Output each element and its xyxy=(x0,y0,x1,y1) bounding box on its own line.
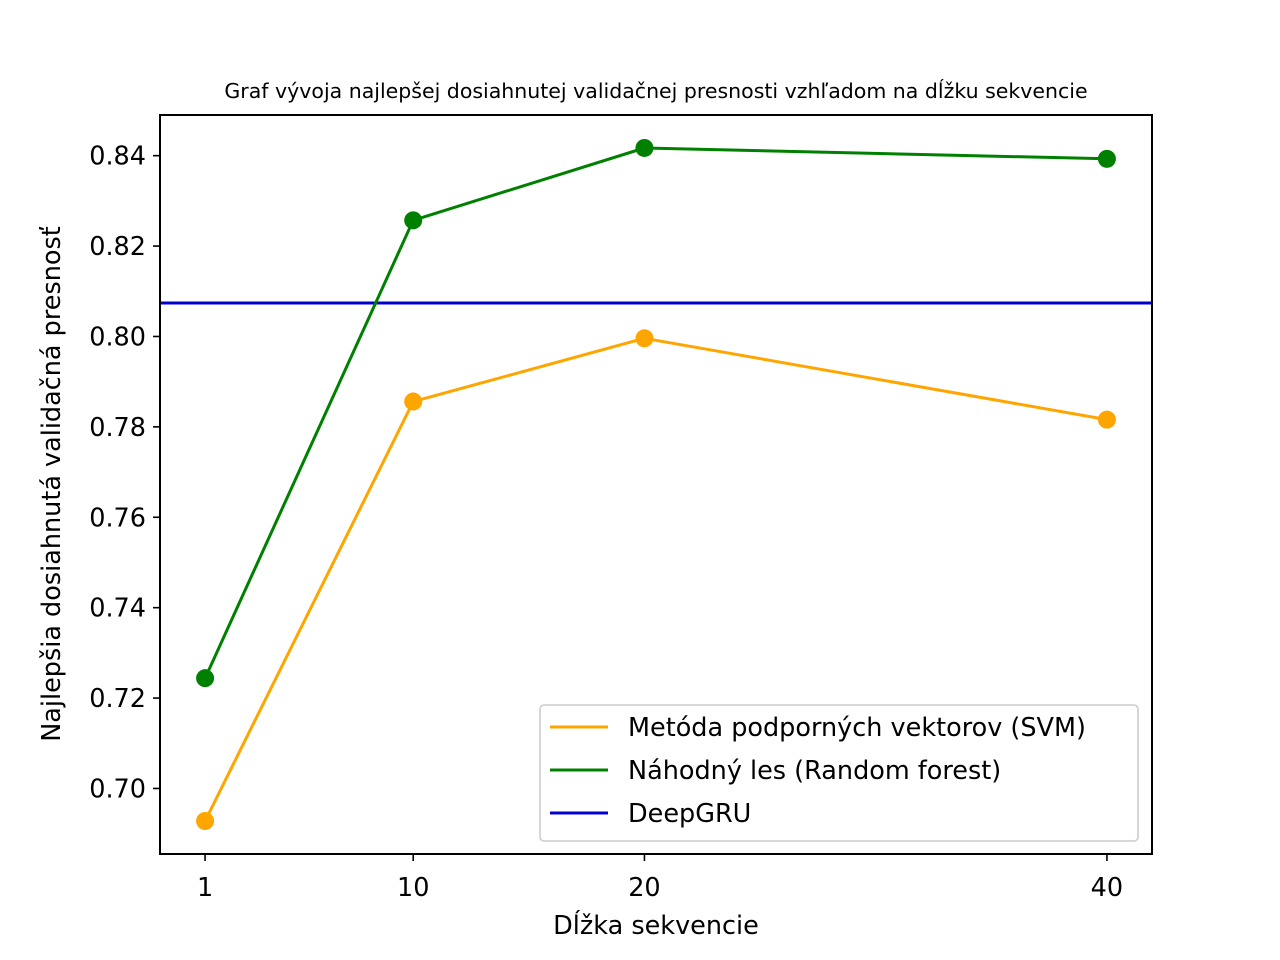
x-tick-label: 40 xyxy=(1091,873,1123,903)
data-point-series-2-1 xyxy=(196,669,215,688)
y-tick-label: 0.84 xyxy=(89,142,146,172)
plot-frame xyxy=(159,114,1153,855)
series-line-2 xyxy=(203,146,1107,679)
y-axis: 0.70 0.72 0.74 0.76 0.78 0.80 0.82 0.84 xyxy=(89,142,160,804)
y-tick-label: 0.72 xyxy=(89,684,146,714)
chart-title: Graf vývoja najlepšej dosiahnutej valida… xyxy=(224,78,1087,103)
y-tick-label: 0.78 xyxy=(89,413,146,443)
legend-label: Náhodný les (Random forest) xyxy=(628,756,1001,786)
x-axis-label: Dĺžka sekvencie xyxy=(553,911,759,941)
plot-area xyxy=(160,138,1152,831)
data-point-series-1-3 xyxy=(635,329,654,348)
x-tick-label: 10 xyxy=(397,873,429,903)
x-axis: 1 10 20 40 xyxy=(197,854,1123,903)
y-axis-label: Najlepšia dosiahnutá validačná presnosť xyxy=(37,226,67,742)
series-line-1 xyxy=(203,336,1108,822)
legend-box xyxy=(539,704,1139,842)
data-point-series-2-3 xyxy=(635,138,654,157)
legend-label: DeepGRU xyxy=(628,799,751,829)
legend: Metóda podporných vektorov (SVM) Náhodný … xyxy=(539,704,1139,842)
x-tick-label: 1 xyxy=(197,873,213,903)
y-tick-label: 0.82 xyxy=(89,232,146,262)
legend-label: Metóda podporných vektorov (SVM) xyxy=(628,713,1086,743)
data-point-series-2-4 xyxy=(1097,149,1116,168)
y-tick-label: 0.80 xyxy=(89,322,146,352)
data-point-series-1-2 xyxy=(404,392,423,411)
data-point-series-1-1 xyxy=(196,812,215,831)
y-tick-label: 0.74 xyxy=(89,594,146,624)
x-tick-label: 20 xyxy=(628,873,660,903)
data-point-series-2-2 xyxy=(404,211,423,230)
data-point-series-1-4 xyxy=(1097,410,1116,429)
y-tick-label: 0.70 xyxy=(89,774,146,804)
y-tick-label: 0.76 xyxy=(89,503,146,533)
